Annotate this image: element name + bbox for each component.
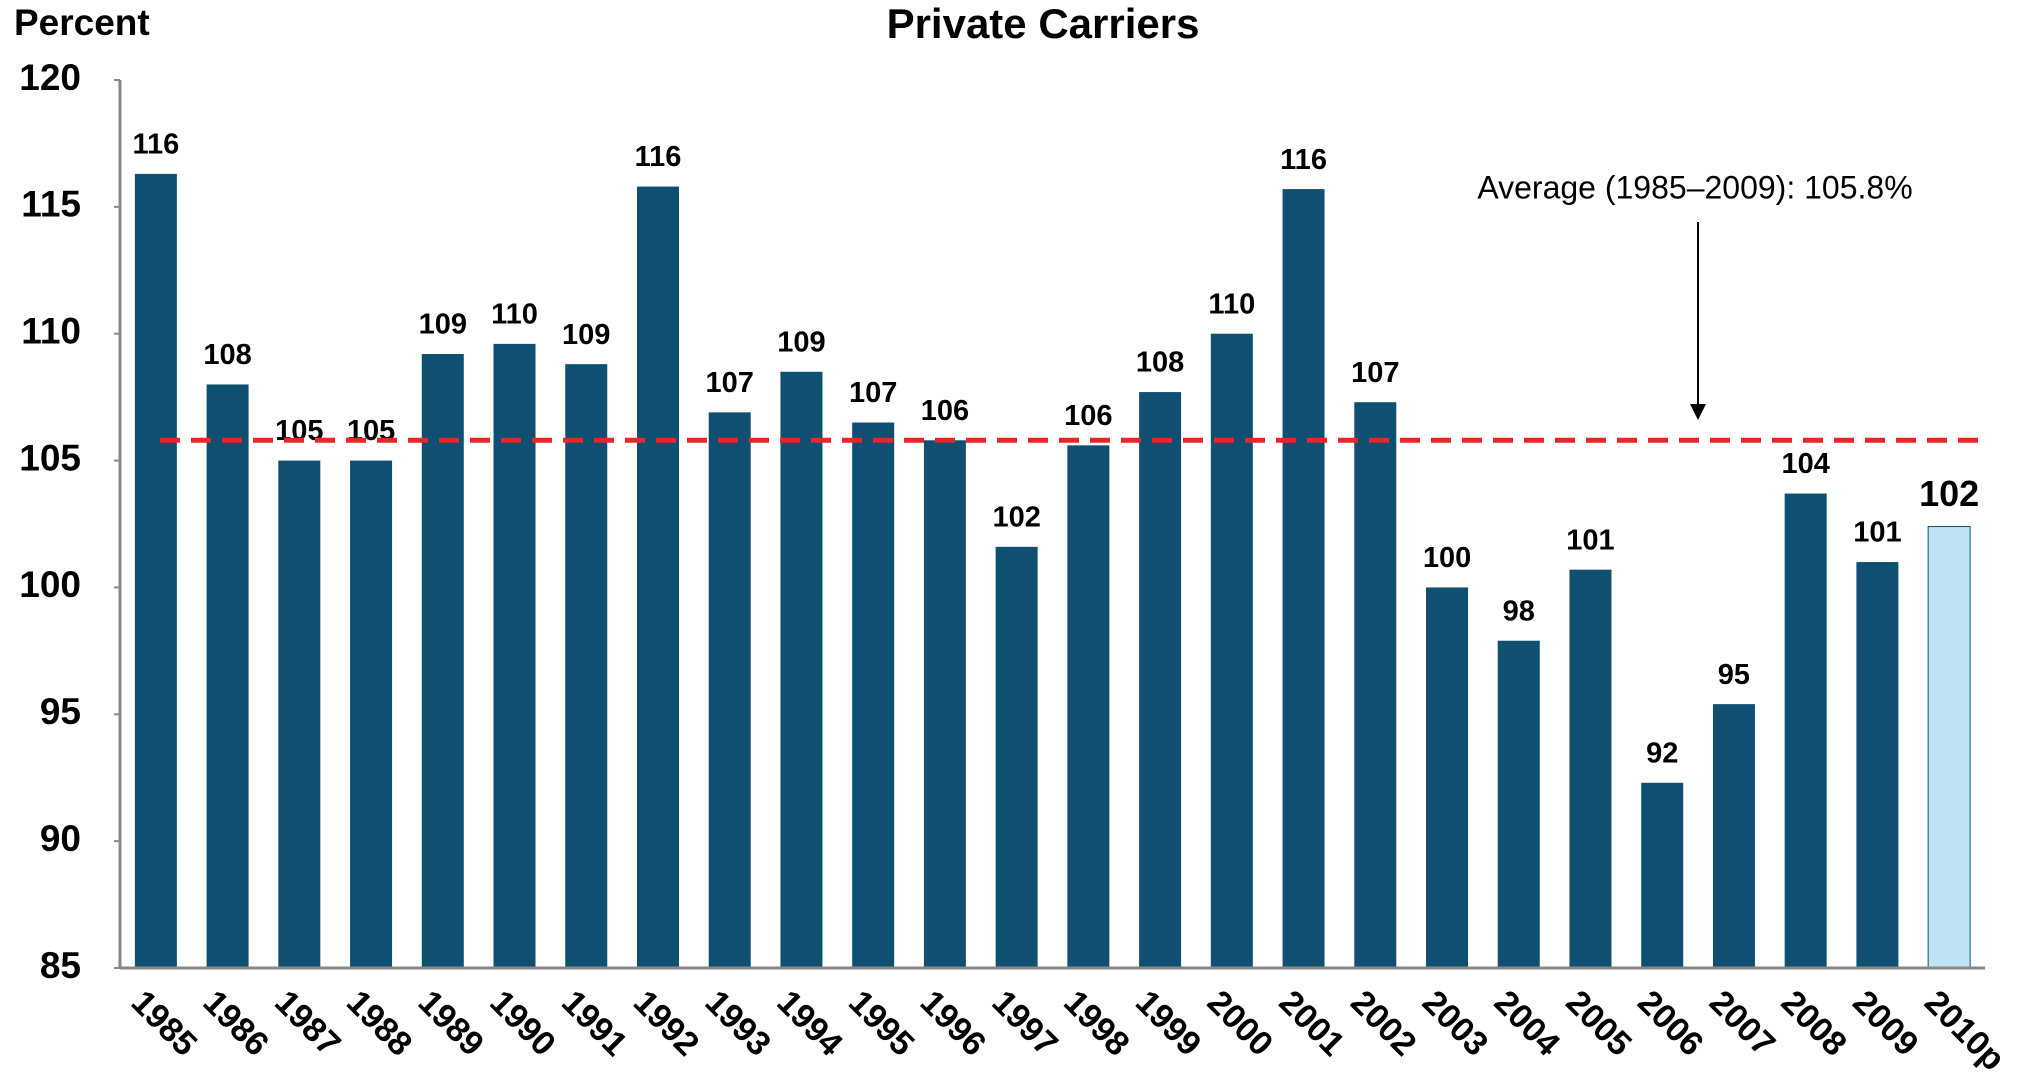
value-label: 98 bbox=[1503, 595, 1535, 627]
y-tick-label: 95 bbox=[40, 691, 81, 732]
bar bbox=[1569, 569, 1612, 968]
x-tick-label: 1993 bbox=[698, 983, 778, 1063]
chart-title: Private Carriers bbox=[887, 0, 1200, 47]
x-tick-label: 2001 bbox=[1272, 983, 1352, 1063]
bar bbox=[278, 460, 321, 968]
value-label: 110 bbox=[1208, 288, 1255, 320]
x-tick-label: 2010p bbox=[1917, 983, 2012, 1078]
value-label: 106 bbox=[1064, 400, 1112, 432]
value-label: 116 bbox=[1280, 144, 1327, 176]
y-tick-label: 100 bbox=[19, 564, 81, 605]
bar bbox=[1712, 704, 1755, 968]
x-tick-label: 2002 bbox=[1343, 983, 1423, 1063]
bar bbox=[493, 343, 536, 968]
bar bbox=[1641, 782, 1684, 968]
bar bbox=[565, 364, 608, 968]
value-label: 101 bbox=[1853, 517, 1901, 549]
y-axis-label: Percent bbox=[14, 2, 150, 43]
value-label: 109 bbox=[777, 326, 825, 358]
value-label: 110 bbox=[491, 299, 538, 331]
x-tick-label: 2003 bbox=[1415, 983, 1495, 1063]
value-label: 92 bbox=[1646, 737, 1678, 769]
bar bbox=[708, 412, 751, 968]
bar bbox=[1139, 392, 1182, 968]
x-tick-label: 1997 bbox=[985, 983, 1065, 1063]
x-tick-label: 1994 bbox=[769, 983, 849, 1063]
x-tick-label: 1989 bbox=[411, 983, 491, 1063]
bar bbox=[1282, 189, 1325, 968]
x-tick-label: 2005 bbox=[1558, 983, 1638, 1063]
bar bbox=[421, 354, 464, 968]
x-tick-label: 1990 bbox=[483, 983, 563, 1063]
value-label: 107 bbox=[1351, 357, 1399, 389]
x-tick-label: 1991 bbox=[554, 983, 634, 1063]
x-tick-label: 2006 bbox=[1630, 983, 1710, 1063]
value-label: 109 bbox=[562, 319, 610, 351]
x-tick-label: 1985 bbox=[124, 983, 204, 1063]
x-tick-label: 1988 bbox=[339, 983, 419, 1063]
value-label: 107 bbox=[706, 367, 754, 399]
y-tick-label: 85 bbox=[40, 945, 81, 986]
bar bbox=[1497, 640, 1540, 968]
bar bbox=[1927, 526, 1971, 969]
value-label: 95 bbox=[1718, 659, 1750, 691]
value-label: 104 bbox=[1781, 448, 1829, 480]
bar bbox=[1784, 493, 1827, 968]
value-label: 100 bbox=[1423, 542, 1471, 574]
y-tick-label: 110 bbox=[21, 310, 81, 351]
arrow-head bbox=[1690, 404, 1706, 420]
x-tick-label: 1999 bbox=[1128, 983, 1208, 1063]
value-label: 102 bbox=[992, 501, 1040, 533]
bar bbox=[995, 546, 1038, 968]
value-label: 108 bbox=[203, 339, 251, 371]
bar bbox=[134, 173, 177, 969]
bar bbox=[780, 371, 823, 968]
y-tick-label: 90 bbox=[40, 818, 81, 859]
value-label: 109 bbox=[419, 309, 467, 341]
value-label: 116 bbox=[635, 141, 682, 173]
bar bbox=[1210, 333, 1253, 968]
bar bbox=[350, 460, 393, 968]
x-tick-label: 1996 bbox=[913, 983, 993, 1063]
x-tick-label: 2007 bbox=[1702, 983, 1782, 1063]
bar bbox=[1354, 402, 1397, 968]
x-tick-label: 2008 bbox=[1774, 983, 1854, 1063]
bar bbox=[1426, 587, 1469, 968]
x-tick-label: 1986 bbox=[196, 983, 276, 1063]
x-tick-label: 1998 bbox=[1056, 983, 1136, 1063]
x-tick-label: 1995 bbox=[841, 983, 921, 1063]
bar bbox=[206, 384, 249, 968]
bar bbox=[636, 186, 679, 968]
bar bbox=[1856, 562, 1899, 968]
x-tick-label: 1987 bbox=[267, 983, 347, 1063]
average-annotation: Average (1985–2009): 105.8% bbox=[1477, 169, 1912, 205]
y-tick-label: 120 bbox=[19, 57, 81, 98]
value-label: 107 bbox=[849, 377, 897, 409]
bar bbox=[923, 440, 966, 968]
bar bbox=[852, 422, 895, 968]
value-label: 102 bbox=[1919, 473, 1979, 514]
y-tick-label: 115 bbox=[21, 184, 81, 225]
bar bbox=[1067, 445, 1110, 968]
x-tick-label: 1992 bbox=[626, 983, 706, 1063]
value-label: 101 bbox=[1566, 524, 1614, 556]
x-tick-label: 2000 bbox=[1200, 983, 1280, 1063]
x-tick-label: 2009 bbox=[1845, 983, 1925, 1063]
x-tick-label: 2004 bbox=[1487, 983, 1567, 1063]
y-tick-label: 105 bbox=[19, 437, 81, 478]
value-label: 108 bbox=[1136, 347, 1184, 379]
value-label: 116 bbox=[132, 129, 179, 161]
value-label: 106 bbox=[921, 395, 969, 427]
